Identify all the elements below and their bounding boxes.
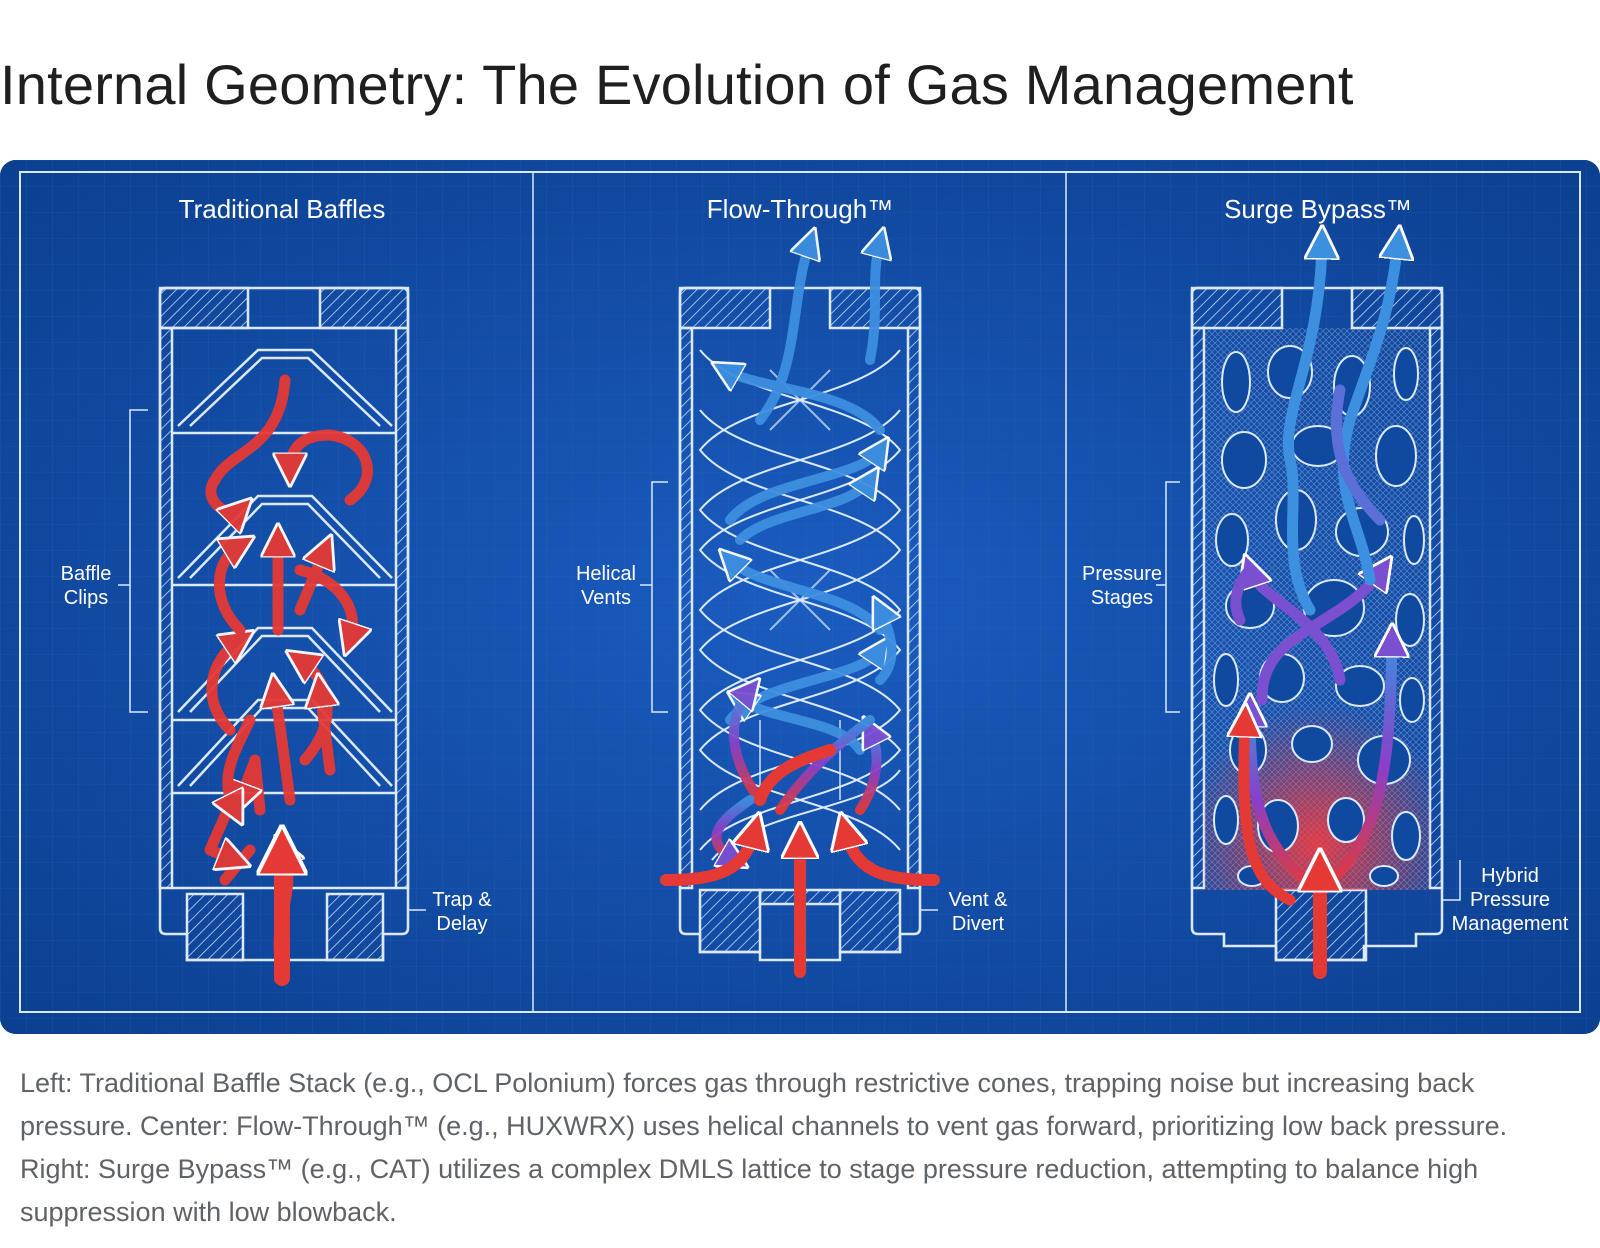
inlet-arrows xyxy=(660,744,940,978)
bottom-label: Delay xyxy=(436,913,487,935)
suppressor-housing xyxy=(158,286,410,962)
bottom-label: Hybrid xyxy=(1481,865,1539,887)
gas-flow-arrows xyxy=(1236,242,1398,906)
side-label: Vents xyxy=(581,587,631,609)
side-label: Stages xyxy=(1091,587,1153,609)
side-label: Helical xyxy=(576,563,636,585)
panel-surge-bypass: Surge Bypass™ xyxy=(1082,194,1569,979)
bottom-label: Trap & xyxy=(432,889,492,911)
bottom-label: Divert xyxy=(952,913,1005,935)
bottom-label: Management xyxy=(1452,913,1569,935)
pressure-stages-bracket xyxy=(1156,481,1180,713)
blueprint-diagram: Traditional Baffles xyxy=(0,160,1600,1034)
page-title: Internal Geometry: The Evolution of Gas … xyxy=(0,53,1354,116)
side-label: Pressure xyxy=(1082,563,1162,585)
bottom-label: Vent & xyxy=(949,889,1009,911)
panel-title: Traditional Baffles xyxy=(179,194,386,224)
panel-title: Surge Bypass™ xyxy=(1224,194,1412,224)
baffle-clips-bracket xyxy=(118,409,148,713)
figure-caption: Left: Traditional Baffle Stack (e.g., OC… xyxy=(20,1068,1508,1227)
gas-flow-arrows-hot xyxy=(711,690,876,860)
panel-title: Flow-Through™ xyxy=(707,194,893,224)
blueprint-figure: Traditional Baffles xyxy=(0,160,1600,1034)
suppressor-housing xyxy=(678,286,922,962)
panel-traditional-baffles: Traditional Baffles xyxy=(61,194,492,986)
bottom-label: Pressure xyxy=(1470,889,1550,911)
side-label: Clips xyxy=(64,587,108,609)
side-label: Baffle xyxy=(61,563,112,585)
outer-frame xyxy=(19,171,1581,1013)
panel-flow-through: Flow-Through™ Helical Vents Vent xyxy=(576,194,1009,978)
leader-line xyxy=(1442,860,1461,901)
helical-vents-bracket xyxy=(640,481,668,713)
